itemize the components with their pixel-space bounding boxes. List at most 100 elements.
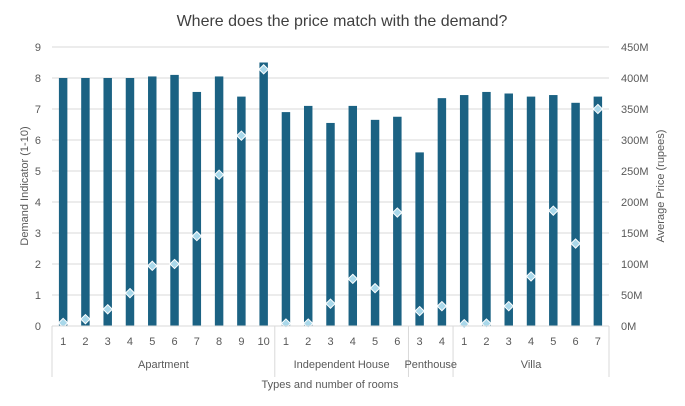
bar [393,116,402,326]
bar [303,105,313,327]
price-marker [80,313,91,325]
bar [504,93,513,326]
bar [170,74,179,327]
y-tick-label-left: 8 [35,73,41,85]
y-tick-label-left: 2 [35,259,41,271]
y-tick-label-right: 300M [621,135,649,147]
group-label: Penthouse [404,359,457,371]
bar [81,78,90,326]
y-tick-label-right: 50M [621,290,642,302]
x-tick-label: 3 [417,336,423,348]
x-tick-label: 5 [550,336,556,348]
bar [125,78,135,326]
price-marker [191,230,203,242]
y-tick-label-right: 100M [621,259,649,271]
y-tick-label-left: 1 [35,290,41,302]
x-tick-label: 4 [127,336,133,348]
bar [58,78,68,326]
marker-series [57,64,604,330]
x-tick-label: 5 [149,336,155,348]
price-marker [169,258,180,270]
x-tick-label: 1 [283,336,289,348]
x-tick-label: 1 [461,336,467,348]
bar [415,152,424,326]
group-label: Villa [521,359,542,371]
bar [281,112,291,326]
y-axis-right: 0M 50M 100M 150M 200M 250M 300M 350M 400M 450M [621,42,649,333]
y-axis-left-title: Demand Indicator (1-10) [19,126,31,245]
x-tick-label: 9 [238,336,244,348]
x-tick-label: 10 [258,336,270,348]
price-marker [213,169,225,181]
bar [593,96,603,326]
x-tick-label: 3 [506,336,512,348]
price-marker [325,298,336,309]
bar-series [58,62,603,327]
price-marker [124,287,136,299]
price-marker [57,317,69,329]
y-tick-label-right: 350M [621,104,649,116]
bar [459,95,469,326]
bar [192,91,202,326]
bar [348,105,358,327]
x-axis-title: Types and number of rooms [262,379,399,391]
bar [103,78,112,326]
x-tick-label: 7 [194,336,200,348]
x-tick-label: 1 [60,336,66,348]
bar [148,76,157,326]
price-marker [414,305,425,317]
group-label: Independent House [294,359,390,371]
x-tick-label: 7 [595,336,601,348]
price-marker [525,271,537,282]
group-label: Apartment [138,359,189,371]
y-axis-right-title: Average Price (rupees) [655,130,667,243]
price-marker [236,130,247,141]
x-tick-label: 2 [82,336,88,348]
y-tick-label-left: 6 [35,135,41,147]
bar [259,62,268,326]
y-axis-left: 0 1 2 3 4 5 6 7 8 9 [35,42,41,333]
x-tick-label: 4 [528,336,534,348]
y-tick-label-left: 4 [35,197,41,209]
price-marker [592,103,604,115]
y-tick-label-left: 5 [35,166,41,178]
y-tick-label-right: 250M [621,166,649,178]
bar [526,96,536,326]
price-marker [102,303,114,315]
price-marker [369,282,381,294]
y-tick-label-left: 3 [35,228,41,240]
bar [571,102,580,326]
y-tick-label-right: 200M [621,197,649,209]
price-marker [436,300,448,312]
x-tick-label: 3 [105,336,111,348]
y-tick-label-right: 0M [621,321,636,333]
y-tick-label-left: 0 [35,321,41,333]
x-tick-label: 6 [171,336,177,348]
x-tick-label: 6 [394,336,400,348]
x-tick-label: 3 [327,336,333,348]
chart-title: Where does the price match with the dema… [177,13,508,30]
bar [482,91,491,326]
y-tick-label-left: 9 [35,42,41,54]
bar [237,96,246,326]
x-tick-label: 4 [350,336,356,348]
y-tick-label-left: 7 [35,104,41,116]
bar [214,76,224,326]
y-tick-label-right: 450M [621,42,649,54]
bar [370,119,380,326]
bar [326,122,335,326]
x-tick-label: 6 [573,336,579,348]
x-tick-label: 5 [372,336,378,348]
price-marker [146,260,158,272]
x-tick-label: 8 [216,336,222,348]
x-tick-label: 2 [305,336,311,348]
x-tick-label: 4 [439,336,445,348]
x-axis: 1 2 3 4 5 6 7 8 9 10 1 2 3 4 5 6 3 4 1 2 3 4 5 6 7 Apartment Indep… [51,325,610,377]
price-marker [258,64,269,75]
bar [437,98,447,327]
x-tick-label: 2 [483,336,489,348]
price-marker [392,207,403,218]
y-tick-label-right: 150M [621,228,649,240]
